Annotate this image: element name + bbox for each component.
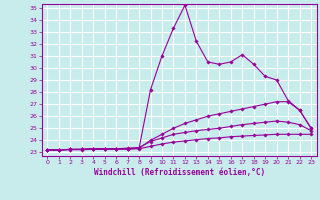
- X-axis label: Windchill (Refroidissement éolien,°C): Windchill (Refroidissement éolien,°C): [94, 168, 265, 177]
